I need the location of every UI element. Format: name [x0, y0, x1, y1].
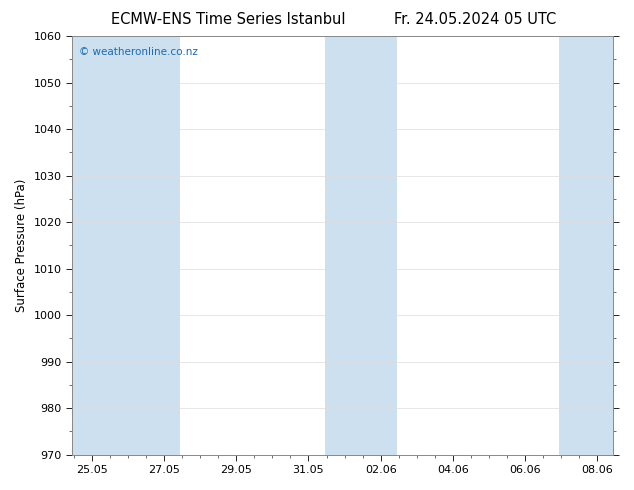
Y-axis label: Surface Pressure (hPa): Surface Pressure (hPa) — [15, 179, 28, 312]
Bar — [559, 36, 631, 455]
Bar — [325, 36, 397, 455]
Text: Fr. 24.05.2024 05 UTC: Fr. 24.05.2024 05 UTC — [394, 12, 557, 27]
Text: ECMW-ENS Time Series Istanbul: ECMW-ENS Time Series Istanbul — [111, 12, 346, 27]
Text: © weatheronline.co.nz: © weatheronline.co.nz — [79, 47, 197, 57]
Bar — [72, 36, 180, 455]
